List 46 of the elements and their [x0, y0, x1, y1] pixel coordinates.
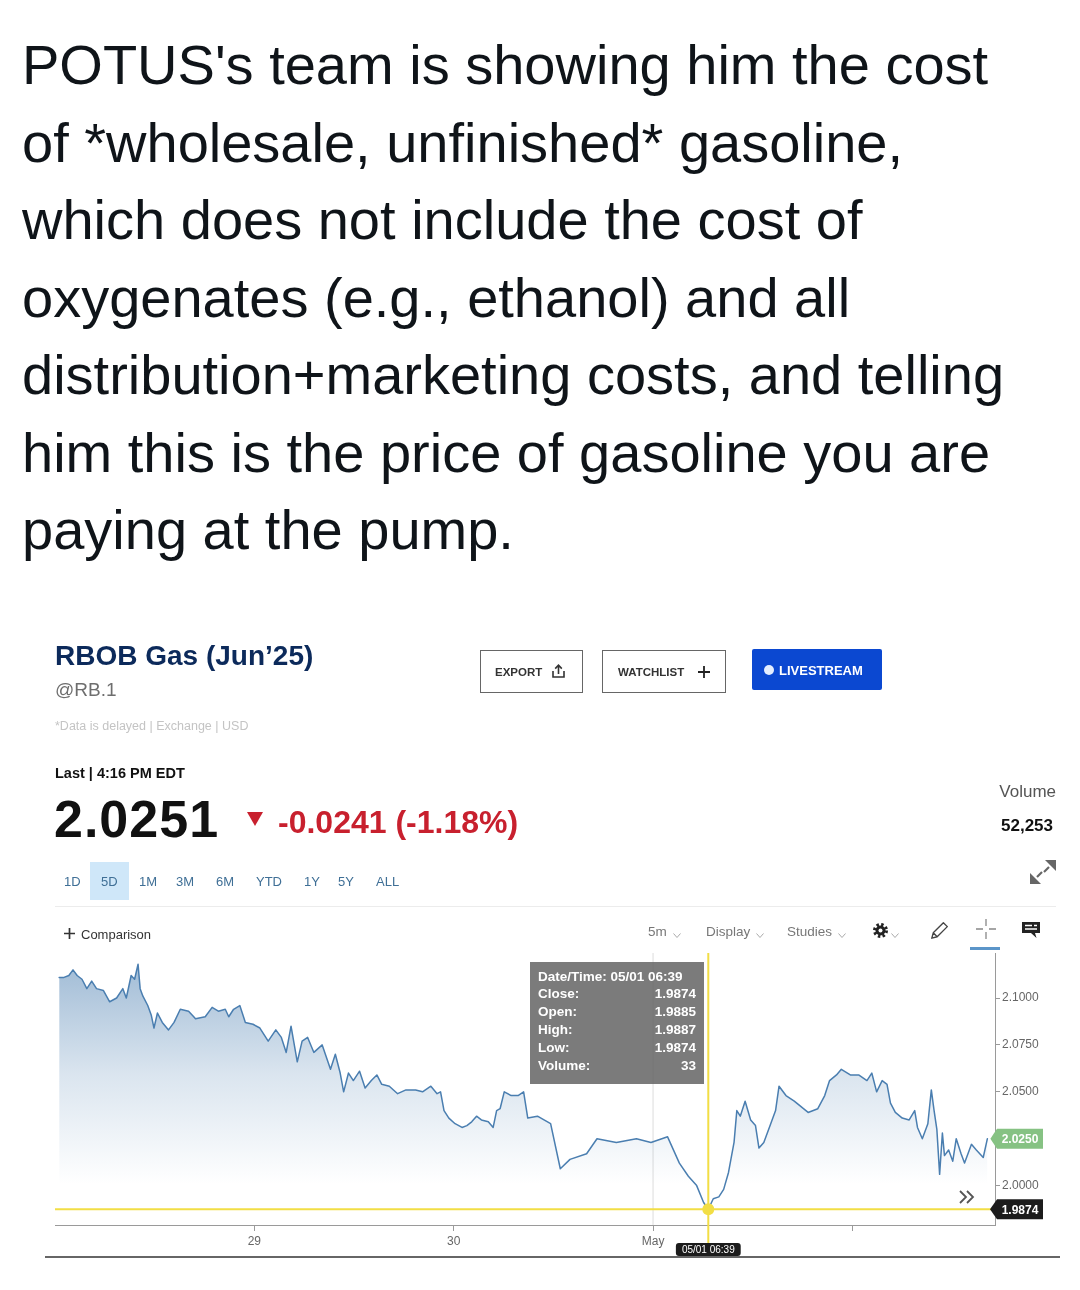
y-tick-label: 2.0500 — [1002, 1084, 1040, 1099]
y-tick-label: 2.1000 — [1002, 990, 1040, 1005]
ref-line-label: 05/01 06:39 — [681, 1243, 736, 1255]
annotation: Close: — [538, 986, 580, 1002]
text: 1D — [64, 874, 81, 889]
text: -0.0241 (-1.18%) — [278, 803, 519, 840]
annotation: High: — [538, 1021, 573, 1037]
annotation: 1.9887 — [654, 1021, 696, 1037]
text: Display — [706, 923, 751, 939]
chart-title: RBOB Gas (Jun’25) — [55, 640, 314, 672]
text: 5D — [101, 874, 118, 889]
annotation: 1.9874 — [654, 1039, 696, 1055]
annotation: 33 — [680, 1057, 696, 1073]
text: 5Y — [338, 874, 354, 889]
text: YTD — [256, 874, 282, 889]
text: Studies — [787, 923, 833, 939]
annotation: 1.9874 — [654, 986, 696, 1002]
text: ALL — [376, 874, 400, 889]
text: LIVESTREAM — [779, 663, 863, 678]
text: EXPORT — [495, 666, 543, 679]
annotation: Low: — [538, 1039, 570, 1055]
text: 3M — [176, 874, 195, 889]
x-tick-label: May — [641, 1233, 665, 1248]
text: Volume — [999, 781, 1056, 801]
text: 2.0251 — [54, 790, 220, 848]
chart-subtitle: @RB.1 — [55, 678, 117, 700]
text: WATCHLIST — [618, 666, 685, 679]
text: POTUS's team is showing him the cost of *wholesale, unfinished* gasoline, which does not include the cost of oxygenates (e.g., ethanol) and all distribution+marketing costs, and telling him this is the price of gasoline you are paying at the pump. — [22, 32, 1006, 563]
text: 5m — [648, 923, 667, 939]
annotation: 2.0250 — [1001, 1132, 1039, 1147]
text: 1Y — [304, 874, 320, 889]
text: 6M — [216, 874, 235, 889]
ref-line-label: 1.9874 — [1001, 1202, 1039, 1217]
y-tick-label: 2.0750 — [1002, 1037, 1040, 1052]
x-tick-label: 30 — [447, 1233, 461, 1248]
annotation: Date/Time: 05/01 06:39 — [538, 968, 683, 984]
x-tick-label: 29 — [247, 1233, 262, 1248]
text: *Data is delayed | Exchange | USD — [55, 719, 249, 734]
annotation: Volume: — [538, 1057, 591, 1073]
text: 52,253 — [1001, 815, 1053, 835]
text: 1M — [139, 874, 158, 889]
y-tick-label: 2.0000 — [1002, 1177, 1040, 1192]
annotation: 1.9885 — [654, 1004, 696, 1020]
annotation: Open: — [538, 1004, 577, 1020]
text: Last | 4:16 PM EDT — [55, 764, 185, 781]
text: Comparison — [81, 927, 152, 942]
